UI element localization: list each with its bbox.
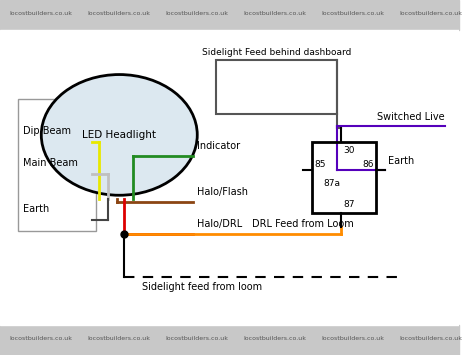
Text: 85: 85 xyxy=(314,160,326,169)
Text: 87: 87 xyxy=(343,201,355,209)
Bar xyxy=(0,325,459,355)
Bar xyxy=(0,30,459,325)
Text: DRL Feed from Loom: DRL Feed from Loom xyxy=(252,219,354,229)
Text: locostbuilders.co.uk: locostbuilders.co.uk xyxy=(399,11,462,16)
Text: locostbuilders.co.uk: locostbuilders.co.uk xyxy=(243,336,306,341)
Bar xyxy=(0,0,459,30)
Text: locostbuilders.co.uk: locostbuilders.co.uk xyxy=(87,336,150,341)
Text: locostbuilders.co.uk: locostbuilders.co.uk xyxy=(9,11,72,16)
Text: locostbuilders.co.uk: locostbuilders.co.uk xyxy=(165,336,228,341)
Text: locostbuilders.co.uk: locostbuilders.co.uk xyxy=(165,11,228,16)
Text: Earth: Earth xyxy=(388,156,414,166)
Text: Earth: Earth xyxy=(23,204,49,214)
Text: locostbuilders.co.uk: locostbuilders.co.uk xyxy=(9,336,72,341)
Text: Sidelight Feed behind dashboard: Sidelight Feed behind dashboard xyxy=(202,48,351,57)
Bar xyxy=(18,99,96,231)
Text: Halo/DRL: Halo/DRL xyxy=(197,219,243,229)
Circle shape xyxy=(41,75,197,195)
Text: Main Beam: Main Beam xyxy=(23,158,78,168)
Text: Sidelight feed from loom: Sidelight feed from loom xyxy=(142,282,262,292)
Text: 87a: 87a xyxy=(323,179,340,188)
Bar xyxy=(312,142,376,213)
Text: locostbuilders.co.uk: locostbuilders.co.uk xyxy=(243,11,306,16)
Text: Indicator: Indicator xyxy=(197,141,240,151)
Text: locostbuilders.co.uk: locostbuilders.co.uk xyxy=(399,336,462,341)
Text: 30: 30 xyxy=(343,146,355,154)
Text: LED Headlight: LED Headlight xyxy=(82,130,156,140)
Text: Switched Live: Switched Live xyxy=(377,112,445,122)
Text: locostbuilders.co.uk: locostbuilders.co.uk xyxy=(321,336,384,341)
Text: locostbuilders.co.uk: locostbuilders.co.uk xyxy=(321,11,384,16)
Bar xyxy=(216,60,337,114)
Text: locostbuilders.co.uk: locostbuilders.co.uk xyxy=(87,11,150,16)
Text: Dip Beam: Dip Beam xyxy=(23,126,71,136)
Text: 86: 86 xyxy=(363,160,374,169)
Text: Halo/Flash: Halo/Flash xyxy=(197,187,248,197)
